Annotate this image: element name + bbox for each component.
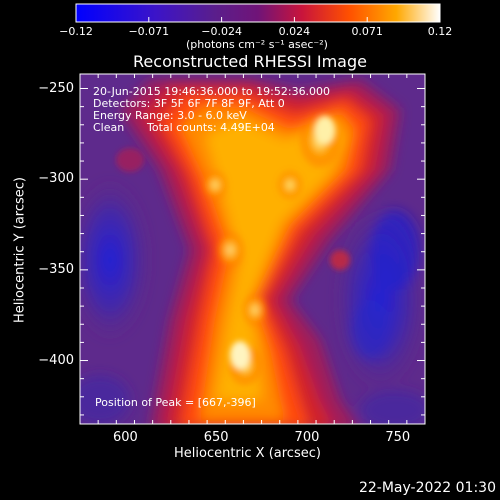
y-tick-label: −400 [38, 352, 74, 368]
annotation-energy: Energy Range: 3.0 - 6.0 keV [93, 109, 247, 122]
colorbar-tick-label: 0.024 [278, 25, 311, 38]
annotation-detectors: Detectors: 3F 5F 6F 7F 8F 9F, Att 0 [93, 97, 285, 110]
y-axis-label: Heliocentric Y (arcsec) [12, 177, 28, 323]
annotation-total-counts: Total counts: 4.49E+04 [147, 121, 275, 134]
x-axis-label: Heliocentric X (arcsec) [174, 446, 321, 461]
colorbar [75, 3, 441, 23]
colorbar-tick-label: −0.024 [201, 25, 242, 38]
y-tick-label: −300 [38, 171, 74, 187]
x-tick-label: 700 [294, 430, 320, 445]
x-tick-label: 600 [112, 430, 138, 445]
axis-ticks [79, 74, 426, 424]
y-tick-label: −350 [38, 261, 74, 277]
annotation-clean: Clean [93, 121, 125, 134]
footer-date: 22-May-2022 01:30 [358, 480, 496, 496]
annotation-peak: Position of Peak = [667,-396] [95, 396, 256, 409]
chart-title: Reconstructed RHESSI Image [133, 52, 367, 71]
y-tick-label: −250 [38, 80, 74, 96]
annotation-time-range: 20-Jun-2015 19:46:36.000 to 19:52:36.000 [93, 85, 331, 98]
colorbar-tick-label: −0.12 [59, 25, 93, 38]
x-tick-label: 750 [385, 430, 411, 445]
heatmap-image [80, 74, 425, 424]
colorbar-ticks [75, 17, 441, 22]
colorbar-tick-label: 0.12 [427, 25, 453, 38]
colorbar-tick-label: −0.071 [128, 25, 170, 38]
colorbar-label: (photons cm⁻² s⁻¹ asec⁻²) [186, 38, 328, 51]
colorbar-tick-label: 0.071 [351, 25, 383, 38]
x-tick-label: 650 [203, 430, 229, 445]
plot-frame [79, 73, 426, 425]
